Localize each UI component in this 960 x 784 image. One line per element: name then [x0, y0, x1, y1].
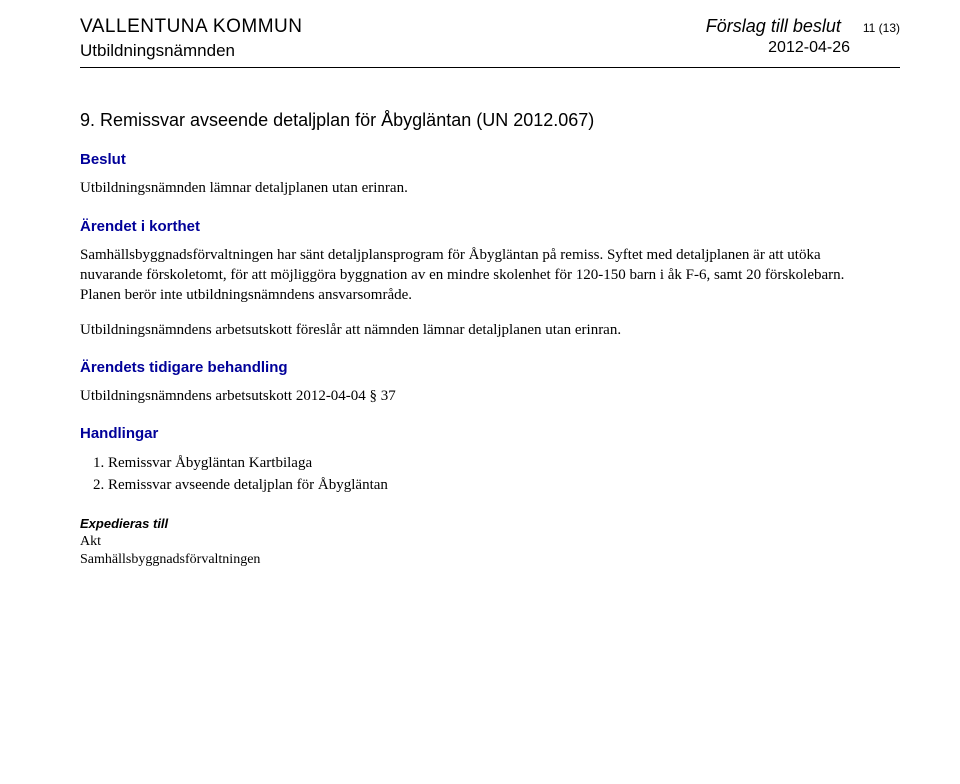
expedieras-heading: Expedieras till	[80, 515, 900, 533]
arendet-heading: Ärendet i korthet	[80, 217, 900, 237]
list-item: Akt	[80, 533, 900, 551]
item-heading: 9. Remissvar avseende detaljplan för Åby…	[80, 108, 900, 132]
org-name: VALLENTUNA KOMMUN	[80, 16, 302, 39]
list-item: Remissvar avseende detaljplan för Åbyglä…	[108, 475, 900, 495]
expedieras-list: Akt Samhällsbyggnadsförvaltningen	[80, 533, 900, 569]
document-title: Förslag till beslut	[706, 16, 841, 37]
page: VALLENTUNA KOMMUN Utbildningsnämnden För…	[0, 0, 960, 569]
arendet-paragraph-2: Utbildningsnämndens arbetsutskott föresl…	[80, 320, 860, 340]
beslut-text: Utbildningsnämnden lämnar detaljplanen u…	[80, 178, 860, 198]
header-left: VALLENTUNA KOMMUN Utbildningsnämnden	[80, 16, 302, 61]
beslut-heading: Beslut	[80, 150, 900, 170]
page-number: 11 (13)	[863, 21, 900, 35]
arendet-paragraph-1: Samhällsbyggnadsförvaltningen har sänt d…	[80, 245, 860, 306]
org-name-text: VALLENTUNA KOMMUN	[80, 16, 302, 37]
tidigare-heading: Ärendets tidigare behandling	[80, 358, 900, 378]
handlingar-list: Remissvar Åbygläntan Kartbilaga Remissva…	[108, 453, 900, 496]
document-header: VALLENTUNA KOMMUN Utbildningsnämnden För…	[80, 16, 900, 68]
document-date: 2012-04-26	[768, 39, 900, 57]
tidigare-text: Utbildningsnämndens arbetsutskott 2012-0…	[80, 386, 860, 406]
list-item: Samhällsbyggnadsförvaltningen	[80, 551, 900, 569]
committee-name: Utbildningsnämnden	[80, 41, 302, 61]
content-area: 9. Remissvar avseende detaljplan för Åby…	[80, 108, 900, 569]
header-right: Förslag till beslut 11 (13) 2012-04-26	[706, 16, 900, 57]
handlingar-heading: Handlingar	[80, 424, 900, 444]
list-item: Remissvar Åbygläntan Kartbilaga	[108, 453, 900, 473]
doc-info-row: Förslag till beslut 11 (13)	[706, 16, 900, 37]
